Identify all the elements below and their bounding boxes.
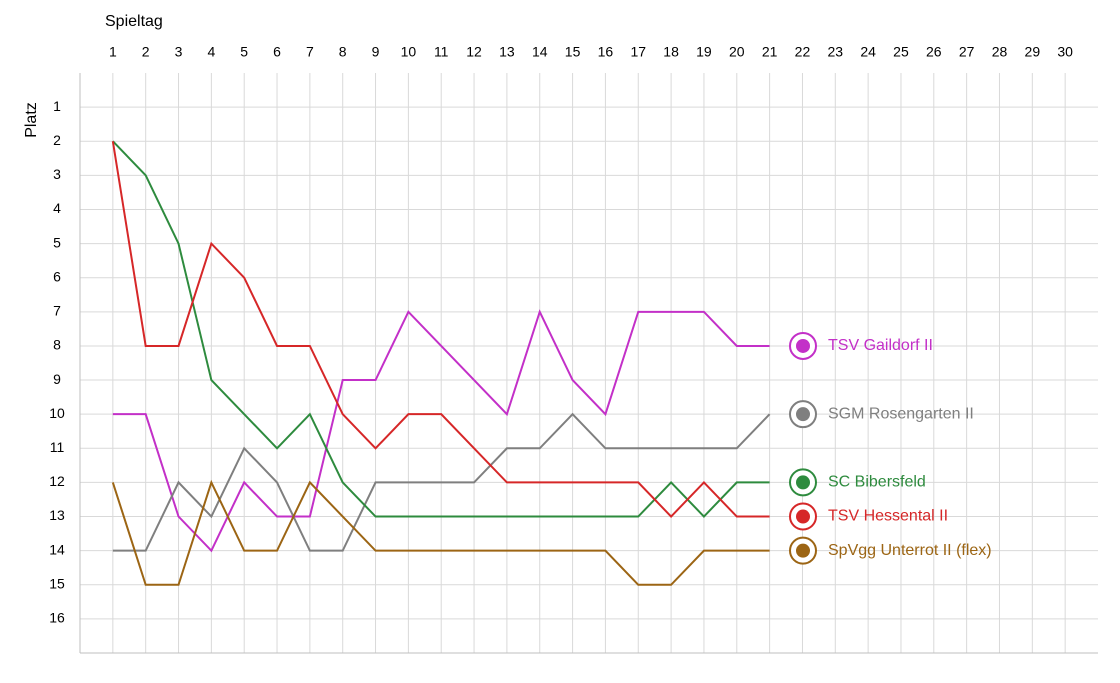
- y-tick-label: 13: [49, 507, 65, 523]
- x-tick-label: 19: [696, 44, 712, 60]
- legend-label: SpVgg Unterrot II (flex): [828, 542, 992, 559]
- legend-label: TSV Hessental II: [828, 508, 948, 525]
- y-tick-label: 11: [50, 439, 65, 455]
- x-tick-label: 18: [663, 44, 679, 60]
- team-logo: [789, 536, 817, 565]
- series-line: [111, 479, 770, 586]
- legend-label: TSV Gaildorf II: [828, 337, 933, 354]
- y-tick-label: 1: [53, 98, 61, 114]
- x-tick-label: 27: [959, 44, 975, 60]
- y-tick-label: 14: [49, 541, 65, 557]
- logo-shape: [796, 338, 810, 353]
- x-tick-label: 25: [893, 44, 909, 60]
- team-logo: [789, 502, 817, 531]
- y-tick-label: 4: [53, 200, 61, 216]
- legend-label: SGM Rosengarten II: [828, 405, 974, 422]
- x-tick-label: 21: [762, 44, 778, 60]
- x-tick-label: 13: [499, 44, 515, 60]
- team-logo: [789, 468, 817, 497]
- x-tick-label: 2: [142, 44, 150, 60]
- y-tick-label: 3: [53, 166, 61, 182]
- series-line: [112, 309, 770, 553]
- logo-shape: [796, 543, 810, 558]
- x-tick-label: 4: [207, 44, 215, 60]
- x-tick-label: 20: [729, 44, 745, 60]
- x-tick-label: 22: [795, 44, 811, 60]
- logo-shape: [796, 475, 810, 490]
- x-tick-label: 16: [598, 44, 614, 60]
- y-tick-label: 16: [49, 610, 65, 626]
- x-tick-label: 30: [1057, 44, 1073, 60]
- x-tick-label: 12: [466, 44, 482, 60]
- y-tick-label: 12: [49, 473, 65, 489]
- series-line: [112, 412, 771, 552]
- y-axis-title: Platz: [23, 102, 40, 138]
- x-tick-label: 7: [306, 44, 314, 60]
- y-tick-label: 10: [49, 405, 65, 421]
- x-tick-label: 23: [828, 44, 844, 60]
- x-tick-label: 28: [992, 44, 1008, 60]
- y-tick-label: 15: [49, 575, 65, 591]
- y-tick-label: 9: [53, 371, 61, 387]
- x-tick-label: 10: [401, 44, 417, 60]
- y-tick-label: 5: [53, 234, 61, 250]
- x-tick-label: 15: [565, 44, 581, 60]
- x-tick-label: 24: [860, 44, 876, 60]
- x-tick-label: 17: [630, 44, 646, 60]
- x-tick-label: 11: [434, 44, 449, 60]
- x-tick-label: 26: [926, 44, 942, 60]
- x-tick-label: 6: [273, 44, 281, 60]
- team-logo: [789, 400, 817, 429]
- series-line: [112, 140, 770, 518]
- team-logo: [789, 331, 817, 360]
- y-tick-label: 8: [53, 337, 61, 353]
- x-tick-label: 8: [339, 44, 347, 60]
- x-tick-label: 1: [109, 44, 117, 60]
- x-tick-label: 14: [532, 44, 548, 60]
- x-tick-label: 5: [240, 44, 248, 60]
- legend-label: SC Bibersfeld: [828, 474, 926, 491]
- x-tick-label: 9: [372, 44, 380, 60]
- x-tick-label: 29: [1025, 44, 1041, 60]
- y-tick-label: 2: [53, 132, 61, 148]
- logo-shape: [796, 509, 810, 524]
- y-tick-label: 6: [53, 268, 61, 284]
- y-tick-label: 7: [53, 303, 61, 319]
- x-axis-title: Spieltag: [105, 13, 163, 30]
- series-line: [111, 141, 770, 518]
- x-tick-label: 3: [175, 44, 183, 60]
- logo-shape: [796, 407, 810, 422]
